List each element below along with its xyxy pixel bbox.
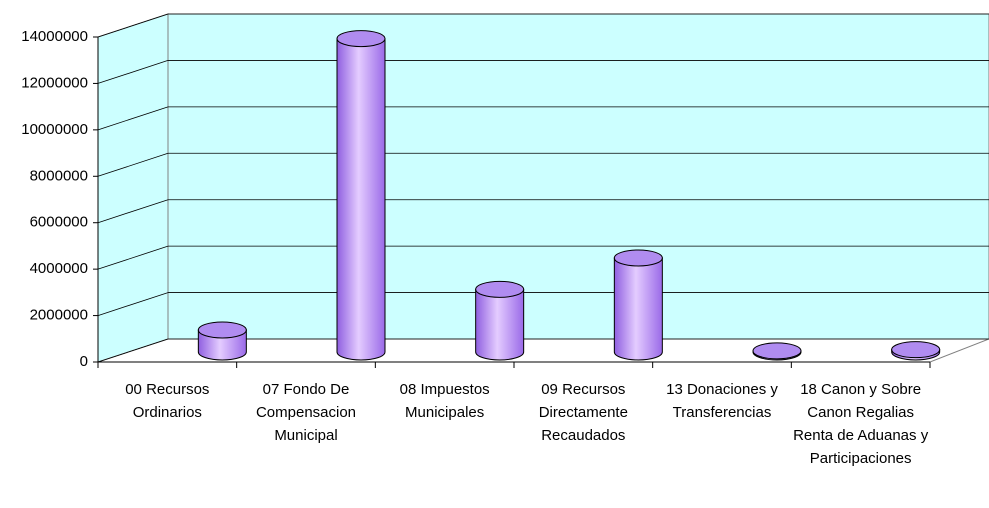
y-tick-label: 14000000: [21, 28, 88, 45]
bar: [197, 321, 247, 361]
x-tick-label: 00 Recursos Ordinarios: [125, 381, 210, 421]
bar-part: [197, 329, 247, 361]
side-wall: [97, 13, 169, 363]
bar: [891, 341, 941, 361]
bar-part: [752, 342, 802, 360]
bar-part: [475, 280, 525, 298]
bar-part: [613, 249, 663, 267]
bar-part: [613, 257, 663, 361]
bar-part: [336, 38, 386, 361]
y-tick-label: 4000000: [30, 260, 88, 277]
bar-part: [891, 341, 941, 359]
grid-line: [97, 245, 169, 270]
grid-line: [97, 152, 169, 177]
bar-part: [336, 30, 386, 48]
x-tick-label: 08 Impuestos Municipales: [399, 381, 490, 421]
y-tick-label: 2000000: [30, 307, 88, 324]
y-tick-label: 12000000: [21, 74, 88, 91]
bar: [613, 249, 663, 361]
y-tick-label: 8000000: [30, 167, 88, 184]
grid-line: [97, 292, 169, 316]
x-tick-label: 18 Canon y Sobre Canon Regalias Renta de…: [793, 381, 929, 467]
grid-line: [97, 13, 169, 38]
grid-line: [97, 338, 169, 363]
bar: [336, 30, 386, 361]
y-tick-label: 0: [80, 353, 88, 370]
bar: [475, 280, 525, 361]
grid-line: [97, 199, 169, 224]
grid-line: [97, 106, 169, 131]
bar: [752, 342, 802, 361]
y-tick-label: 10000000: [21, 121, 88, 138]
x-tick-label: 09 Recursos Directamente Recaudados: [538, 381, 628, 444]
grid-line: [97, 60, 169, 84]
y-tick-label: 6000000: [30, 214, 88, 231]
bar-part: [197, 321, 247, 339]
x-tick-label: 07 Fondo De Compensacion Municipal: [255, 381, 357, 444]
x-tick-label: 13 Donaciones y Transferencias: [666, 381, 778, 421]
back-wall: [167, 13, 989, 340]
bar-part: [475, 288, 525, 361]
